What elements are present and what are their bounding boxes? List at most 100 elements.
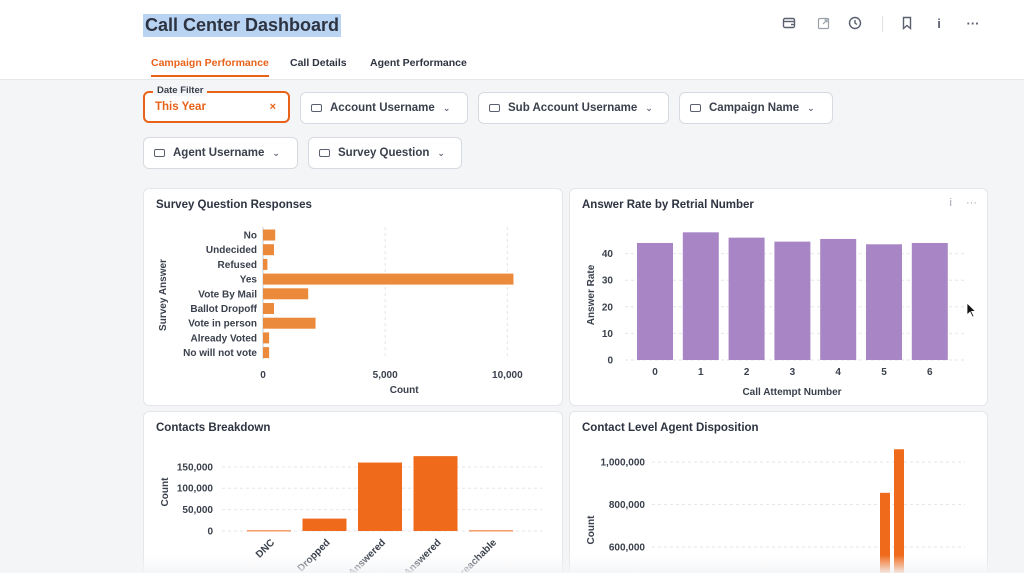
bar — [469, 530, 513, 532]
y-tick-label: Yes — [240, 275, 258, 286]
more-icon[interactable]: ··· — [966, 15, 980, 31]
date-filter-value: This Year — [155, 101, 206, 113]
filter-label: Account Username — [330, 102, 435, 114]
filter-label: Agent Username — [173, 147, 265, 159]
bar — [682, 232, 719, 360]
clear-icon[interactable]: × — [269, 101, 276, 113]
filter-account-username[interactable]: Account Username ⌄ — [300, 92, 468, 124]
chevron-down-icon: ⌄ — [645, 102, 653, 113]
y-tick-label: Vote By Mail — [198, 289, 257, 300]
y-tick-label: Undecided — [206, 245, 257, 256]
bar — [263, 244, 274, 256]
y-tick-label: 40 — [602, 249, 614, 260]
clock-icon[interactable] — [846, 14, 864, 32]
info-icon[interactable]: i — [937, 15, 941, 31]
filter-agent-username[interactable]: Agent Username ⌄ — [143, 137, 298, 169]
x-tick-label: 1 — [698, 367, 704, 378]
tag-icon — [690, 104, 701, 112]
date-filter-label: Date Filter — [153, 85, 208, 96]
bar — [728, 237, 765, 360]
tab-agent-performance[interactable]: Agent Performance — [370, 57, 467, 69]
bar — [894, 449, 904, 573]
answer-rate-chart: 0 10 20 30 40 0 1 2 3 4 5 6 Call Attempt Number Answe… — [586, 232, 965, 398]
tab-campaign-performance[interactable]: Campaign Performance — [151, 57, 269, 77]
bar — [637, 242, 673, 360]
schedule-icon[interactable] — [780, 14, 798, 32]
chevron-down-icon: ⌄ — [437, 147, 445, 158]
top-bar: Call Center Dashboard i ··· Campaign Per… — [0, 0, 1024, 80]
tab-call-details[interactable]: Call Details — [290, 57, 347, 69]
survey-responses-card: Survey Question Responses 0 5,000 10,000 No… — [143, 188, 563, 406]
y-tick-label: No — [244, 231, 257, 242]
x-axis-label: Count — [390, 385, 420, 396]
tag-icon — [154, 149, 165, 157]
chevron-down-icon: ⌄ — [442, 102, 451, 113]
answer-rate-card: Answer Rate by Retrial Number i ··· 0 1 0 2… — [569, 188, 988, 406]
chevron-down-icon: ⌄ — [807, 102, 815, 113]
x-tick-label: 5,000 — [373, 370, 398, 381]
tag-icon — [311, 104, 322, 112]
bookmark-icon[interactable] — [898, 14, 916, 32]
mouse-cursor-icon — [966, 302, 977, 318]
x-tick-label: 10,000 — [492, 370, 523, 381]
y-tick-label: 30 — [602, 276, 614, 287]
x-tick-label: 6 — [927, 367, 933, 378]
y-tick-label: 600,000 — [609, 543, 646, 554]
filter-label: Campaign Name — [709, 102, 800, 114]
y-tick-label: 800,000 — [609, 500, 646, 511]
y-tick-label: 50,000 — [182, 505, 213, 516]
filter-label: Survey Question — [338, 147, 430, 159]
x-tick-label: 3 — [790, 367, 796, 378]
y-tick-label: 0 — [607, 356, 613, 367]
y-tick-label: 0 — [207, 527, 213, 538]
bar — [911, 242, 948, 360]
y-axis-label: Survey Answer — [158, 259, 169, 331]
survey-responses-chart: 0 5,000 10,000 No Undecided Refused Yes Vote By… — [158, 227, 523, 396]
x-tick-label: 0 — [260, 370, 266, 381]
info-icon[interactable]: i — [949, 197, 952, 209]
x-tick-label: 4 — [835, 367, 841, 378]
y-tick-label: Ballot Dropoff — [190, 304, 257, 315]
bar — [247, 530, 291, 532]
tag-icon — [319, 149, 330, 157]
y-axis-label: Answer Rate — [586, 264, 597, 325]
bar — [263, 288, 309, 300]
card-title: Answer Rate by Retrial Number — [582, 199, 754, 211]
y-tick-label: Already Voted — [191, 333, 258, 344]
card-tools: i ··· — [950, 197, 977, 209]
tag-icon — [489, 104, 500, 112]
y-tick-label: 100,000 — [177, 484, 214, 495]
bar — [880, 492, 890, 573]
bar — [263, 347, 270, 359]
x-tick-label: 0 — [652, 367, 658, 378]
external-link-icon[interactable] — [814, 14, 832, 32]
y-tick-label: 1,000,000 — [601, 458, 646, 469]
bar — [774, 241, 811, 360]
filter-campaign-name[interactable]: Campaign Name ⌄ — [679, 92, 833, 124]
filter-label: Sub Account Username — [508, 102, 638, 114]
bar — [263, 273, 514, 285]
bar — [302, 518, 347, 531]
contacts-breakdown-card: Contacts Breakdown 0 50,000 100,000 150,000… — [143, 411, 563, 573]
bar — [413, 456, 458, 531]
y-axis-label: Count — [586, 515, 597, 545]
dashboard-title[interactable]: Call Center Dashboard — [143, 14, 342, 37]
more-icon[interactable]: ··· — [966, 197, 977, 209]
x-tick-label: 2 — [744, 367, 750, 378]
date-filter[interactable]: Date Filter This Year × — [143, 85, 290, 123]
filter-survey-question[interactable]: Survey Question ⌄ — [308, 137, 462, 169]
card-title: Contact Level Agent Disposition — [582, 422, 759, 434]
x-tick-label: 5 — [881, 367, 887, 378]
bar — [263, 258, 268, 270]
card-title: Contacts Breakdown — [156, 422, 271, 434]
toolbar-icons: i ··· — [780, 14, 1000, 34]
bar — [358, 462, 402, 531]
card-title: Survey Question Responses — [156, 199, 312, 211]
bar — [263, 317, 316, 329]
y-tick-label: 150,000 — [177, 462, 214, 473]
y-tick-label: No will not vote — [183, 348, 257, 359]
filter-sub-account-username[interactable]: Sub Account Username ⌄ — [478, 92, 669, 124]
bar — [263, 303, 274, 314]
